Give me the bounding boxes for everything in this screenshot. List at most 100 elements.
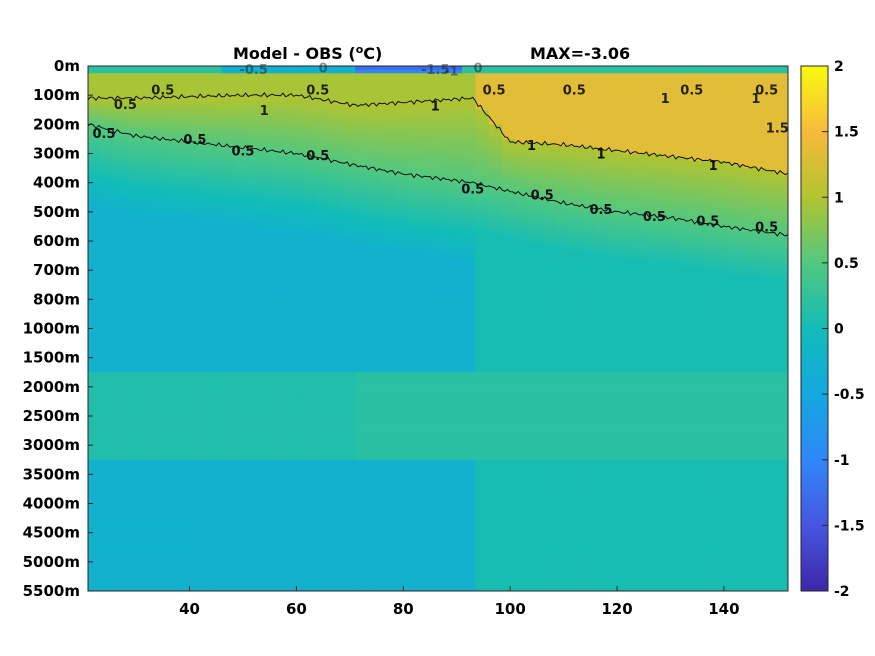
heat-cell xyxy=(248,456,263,461)
heat-cell xyxy=(168,583,183,588)
heat-cell xyxy=(435,437,450,443)
heat-cell xyxy=(181,346,196,351)
heat-cell xyxy=(194,237,209,242)
heat-cell xyxy=(301,244,316,249)
heat-cell xyxy=(381,80,396,85)
heat-cell xyxy=(515,197,530,202)
heat-cell xyxy=(315,547,330,552)
heat-cell xyxy=(448,197,463,202)
heat-cell xyxy=(475,379,490,384)
heat-cell xyxy=(208,583,223,588)
heat-cell xyxy=(542,306,557,311)
heat-cell xyxy=(288,350,303,355)
heat-cell xyxy=(341,69,356,74)
heat-cell xyxy=(114,200,129,206)
heat-cell xyxy=(462,69,477,74)
heat-cell xyxy=(355,197,370,202)
heat-cell xyxy=(181,375,196,381)
heat-cell xyxy=(328,102,343,107)
heat-cell xyxy=(502,241,517,246)
heat-cell xyxy=(248,401,263,406)
heat-cell xyxy=(448,215,463,220)
heat-cell xyxy=(208,135,223,140)
heat-cell xyxy=(341,459,356,464)
heat-cell xyxy=(181,222,196,228)
heat-cell xyxy=(301,361,316,366)
heat-cell xyxy=(181,576,196,581)
heat-cell xyxy=(381,350,396,355)
heat-cell xyxy=(328,401,343,406)
heat-cell xyxy=(221,233,236,238)
heat-cell xyxy=(234,226,249,231)
heat-cell xyxy=(421,157,436,162)
heat-cell xyxy=(528,171,543,176)
heat-cell xyxy=(248,204,263,209)
heat-cell xyxy=(341,146,356,151)
heat-cell xyxy=(448,248,463,253)
heat-cell xyxy=(208,408,223,413)
heat-cell xyxy=(221,488,236,494)
heat-cell xyxy=(435,368,450,373)
heat-cell xyxy=(355,244,370,249)
heat-cell xyxy=(141,153,156,158)
heat-cell xyxy=(248,572,263,578)
heat-cell xyxy=(288,386,303,392)
heat-cell xyxy=(208,91,223,96)
heat-cell xyxy=(341,372,356,377)
heat-cell xyxy=(515,138,530,144)
heat-cell xyxy=(168,463,183,468)
heat-cell xyxy=(515,561,530,567)
heat-cell xyxy=(515,532,530,537)
heat-cell xyxy=(475,463,490,468)
heat-cell xyxy=(114,313,129,319)
heat-cell xyxy=(421,138,436,144)
heat-cell xyxy=(341,354,356,359)
heat-cell xyxy=(395,66,410,71)
heat-cell xyxy=(355,481,370,486)
heat-cell xyxy=(234,518,249,523)
heat-cell xyxy=(114,550,129,556)
heat-cell xyxy=(88,386,102,392)
heat-cell xyxy=(154,313,169,319)
heat-cell xyxy=(381,215,396,220)
heat-cell xyxy=(128,525,143,530)
heat-cell xyxy=(381,281,396,286)
heat-cell xyxy=(248,295,263,300)
heat-cell xyxy=(542,288,557,293)
heat-cell xyxy=(475,251,490,257)
heat-cell xyxy=(462,273,477,279)
heat-cell xyxy=(341,477,356,483)
heat-cell xyxy=(141,587,156,591)
heat-cell xyxy=(408,270,423,275)
heat-cell xyxy=(221,357,236,362)
heat-cell xyxy=(128,459,143,464)
heat-cell xyxy=(154,186,169,191)
heat-cell xyxy=(208,576,223,581)
heat-cell xyxy=(101,470,116,475)
heat-cell xyxy=(221,117,236,122)
heat-cell xyxy=(395,149,410,155)
heat-cell xyxy=(542,292,557,297)
heat-cell xyxy=(208,488,223,494)
heat-cell xyxy=(208,394,223,399)
heat-cell xyxy=(288,233,303,238)
heat-cell xyxy=(88,583,102,588)
heat-cell xyxy=(88,149,102,155)
heat-cell xyxy=(208,423,223,428)
heat-cell xyxy=(181,259,196,264)
heat-cell xyxy=(234,117,249,122)
heat-cell xyxy=(275,138,289,144)
heat-cell xyxy=(542,226,557,231)
heat-cell xyxy=(408,525,423,530)
heat-cell xyxy=(421,84,436,89)
heat-cell xyxy=(502,550,517,556)
heat-cell xyxy=(408,405,423,410)
heat-cell xyxy=(381,536,396,541)
heat-cell xyxy=(315,470,330,475)
heat-cell xyxy=(315,405,330,410)
heat-cell xyxy=(515,270,530,275)
heat-cell xyxy=(234,459,249,464)
heat-cell xyxy=(114,558,129,563)
heat-cell xyxy=(542,230,557,235)
heat-cell xyxy=(194,204,209,209)
